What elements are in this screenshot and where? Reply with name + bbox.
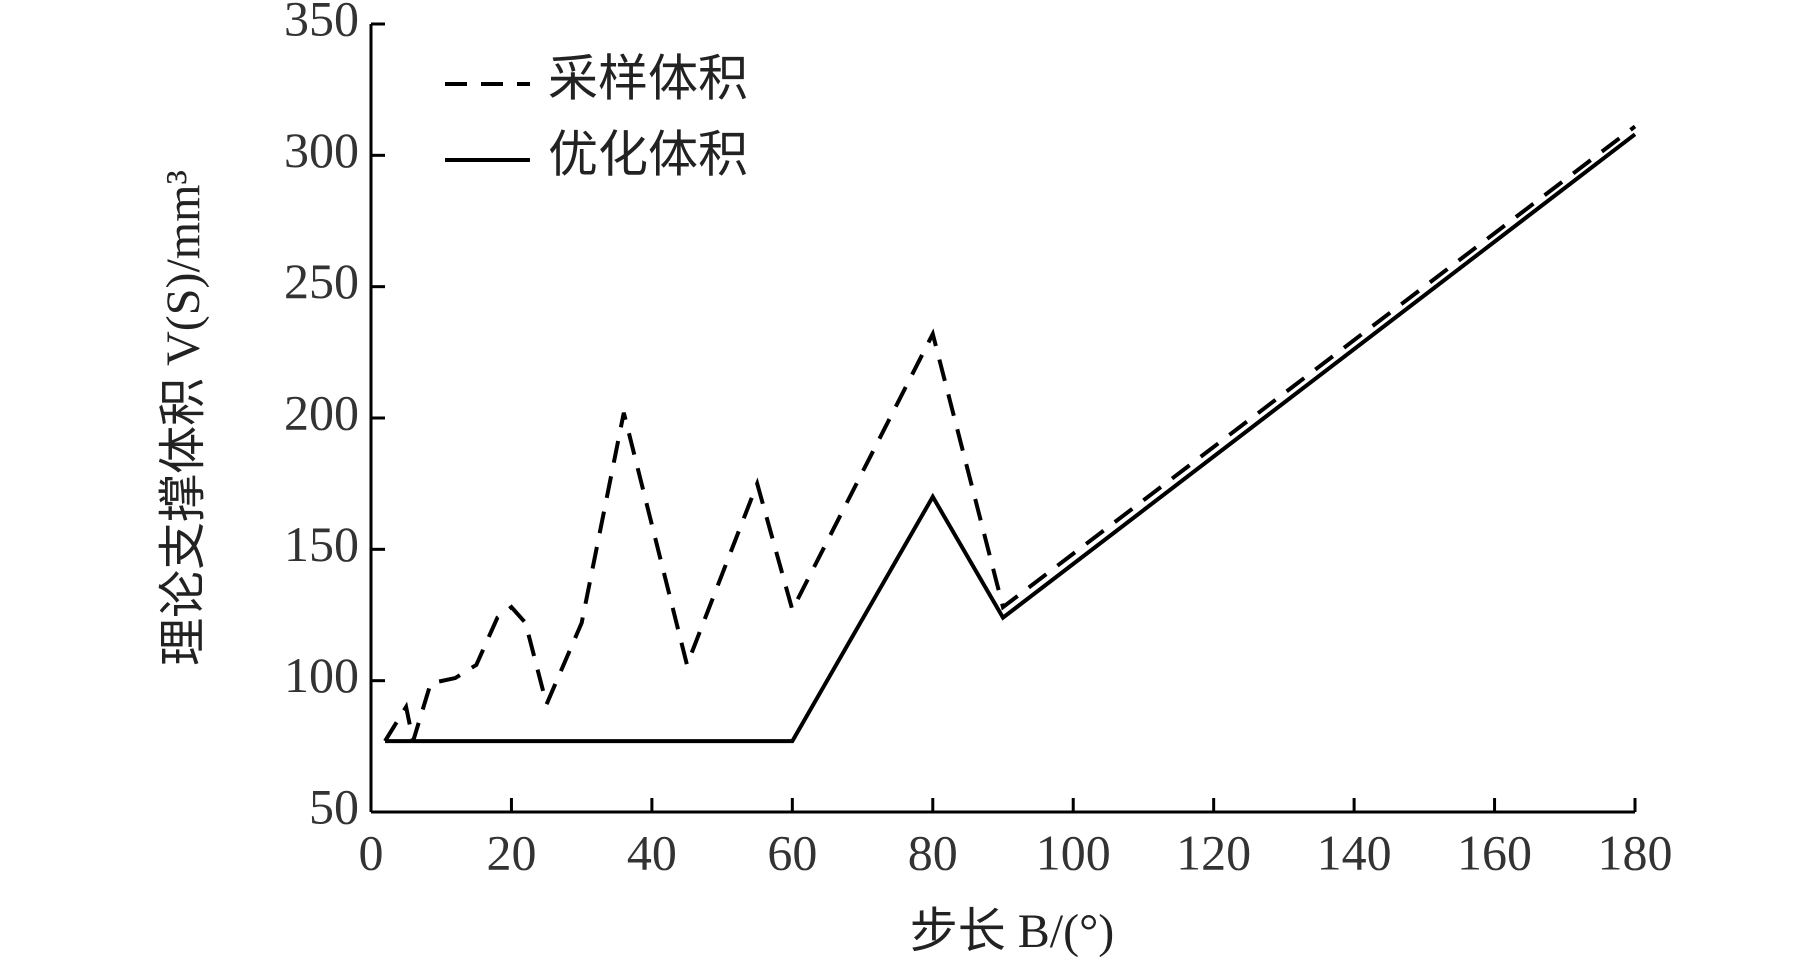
- x-tick-label: 160: [1457, 824, 1532, 880]
- x-axis-label: 步长 B/(°): [910, 905, 1115, 958]
- y-tick-label: 350: [284, 0, 359, 46]
- x-tick-label: 140: [1317, 824, 1392, 880]
- x-tick-label: 120: [1176, 824, 1251, 880]
- x-tick-label: 40: [627, 824, 677, 880]
- x-tick-label: 100: [1036, 824, 1111, 880]
- x-tick-label: 80: [908, 824, 958, 880]
- series-line: [383, 124, 1637, 743]
- y-tick-label: 300: [284, 122, 359, 178]
- y-tick-label: 100: [284, 647, 359, 703]
- x-tick-label: 20: [486, 824, 536, 880]
- x-tick-label: 0: [359, 824, 384, 880]
- x-tick-label: 60: [767, 824, 817, 880]
- y-tick-label: 150: [284, 516, 359, 572]
- legend-label: 优化体积: [548, 126, 748, 182]
- x-tick-label: 180: [1598, 824, 1673, 880]
- y-tick-label: 50: [309, 778, 359, 834]
- legend-label: 采样体积: [548, 50, 748, 106]
- series-line: [385, 132, 1637, 744]
- y-tick-label: 200: [284, 384, 359, 440]
- y-axis-label: 理论支撑体积 V(S)/mm³: [157, 170, 210, 666]
- y-tick-label: 250: [284, 253, 359, 309]
